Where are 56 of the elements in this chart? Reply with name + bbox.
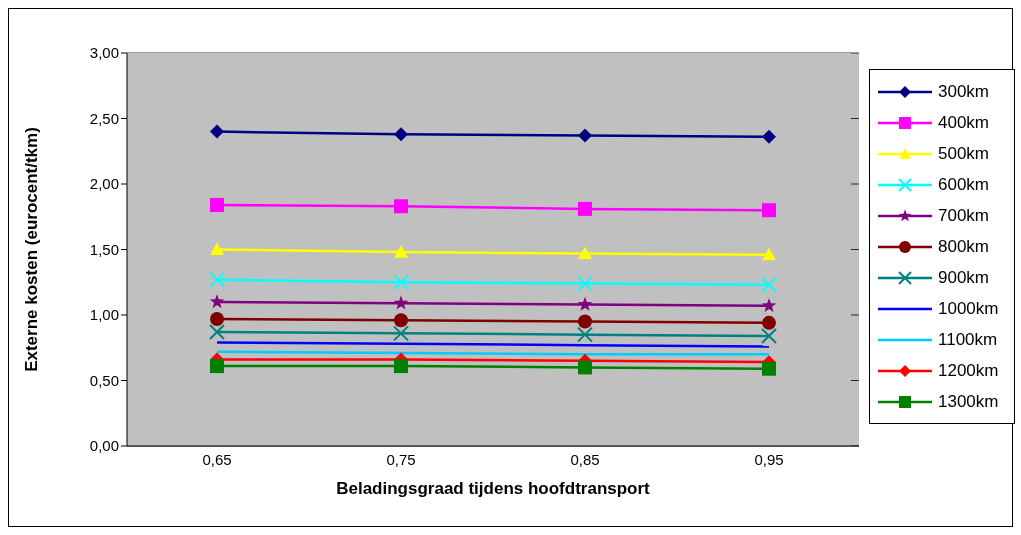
point <box>578 314 592 329</box>
point <box>578 246 592 260</box>
legend-label: 500km <box>938 143 990 164</box>
point <box>209 324 225 341</box>
point <box>577 275 593 292</box>
legend-label: 900km <box>938 267 990 288</box>
point <box>394 245 408 258</box>
legend-label: 1000km <box>938 298 999 319</box>
legend-label: 1100km <box>938 329 998 350</box>
legend-label: 300km <box>938 81 990 102</box>
point <box>210 311 224 326</box>
y-tick-label: 2,50 <box>89 109 119 127</box>
point <box>394 313 408 328</box>
y-tick-label: 1,00 <box>89 306 119 324</box>
y-tick-label: 0,50 <box>89 371 119 389</box>
point <box>762 361 776 376</box>
point <box>210 124 224 139</box>
y-axis-title: Externe kosten (eurocent/tkm) <box>22 127 42 372</box>
point <box>393 325 409 342</box>
point <box>210 359 224 374</box>
legend-label: 1200km <box>938 360 999 381</box>
point <box>578 128 592 143</box>
legend-label: 800km <box>938 236 990 257</box>
point <box>578 201 592 216</box>
x-tick-label: 0,95 <box>754 450 784 468</box>
point <box>394 199 408 214</box>
point <box>394 127 408 142</box>
point <box>577 326 593 343</box>
point <box>393 295 409 310</box>
point <box>762 315 776 330</box>
point <box>761 276 777 293</box>
point <box>762 203 776 218</box>
point <box>209 294 225 309</box>
point <box>762 129 776 144</box>
point <box>761 298 777 313</box>
point <box>761 327 777 344</box>
point <box>393 274 409 291</box>
point <box>578 360 592 375</box>
x-tick-label: 0,85 <box>570 450 600 468</box>
point <box>210 242 224 256</box>
point <box>577 296 593 311</box>
y-tick-label: 3,00 <box>89 44 119 62</box>
point <box>209 271 225 288</box>
x-tick-label: 0,75 <box>386 450 416 468</box>
x-axis-title: Beladingsgraad tijdens hoofdtransport <box>336 479 651 498</box>
y-tick-label: 0,00 <box>89 437 119 455</box>
x-tick-label: 0,65 <box>202 450 232 468</box>
point <box>210 197 224 212</box>
y-tick-label: 1,50 <box>89 240 119 258</box>
y-tick-label: 2,00 <box>89 175 119 193</box>
point <box>394 359 408 374</box>
legend-label: 1300km <box>938 391 999 412</box>
legend-label: 600km <box>938 174 990 195</box>
legend-label: 700km <box>938 205 990 226</box>
point <box>762 247 776 261</box>
legend-label: 400km <box>938 112 990 133</box>
